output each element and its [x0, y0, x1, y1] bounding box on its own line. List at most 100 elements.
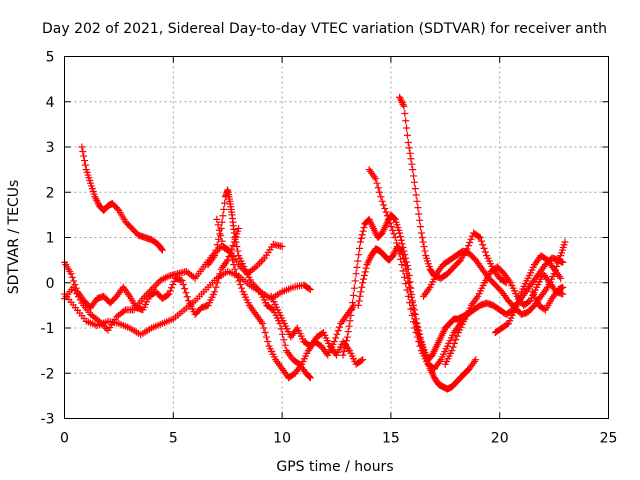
data-point [332, 334, 340, 342]
data-point [345, 322, 353, 330]
data-point [383, 212, 391, 220]
data-point [78, 143, 86, 151]
data-point [512, 302, 520, 310]
data-point [381, 205, 389, 213]
data-point [407, 305, 415, 313]
data-point [405, 279, 413, 287]
data-point [387, 223, 395, 231]
data-point [342, 340, 350, 348]
data-point [398, 240, 406, 248]
x-axis-label: GPS time / hours [276, 459, 393, 475]
data-point [79, 148, 87, 156]
data-point [402, 280, 410, 288]
series-arc-1 [78, 143, 166, 254]
data-point [357, 288, 365, 296]
data-point [413, 333, 421, 341]
data-point [343, 333, 351, 341]
data-point [355, 297, 363, 305]
data-point [467, 235, 475, 243]
data-point [402, 117, 410, 125]
data-point [226, 247, 234, 255]
data-point [561, 238, 569, 246]
data-point [179, 281, 187, 289]
data-point [398, 261, 406, 269]
data-point [217, 232, 225, 240]
data-point [378, 197, 386, 205]
x-tick-label: 0 [60, 431, 69, 447]
data-point [166, 287, 174, 295]
y-tick-label: 3 [46, 140, 55, 156]
data-point [415, 338, 423, 346]
data-points [61, 93, 569, 393]
data-point [359, 279, 367, 287]
data-point [410, 178, 418, 186]
data-point [410, 172, 418, 180]
data-point [211, 288, 219, 296]
data-point [178, 276, 186, 284]
data-point [339, 351, 347, 359]
data-point [168, 284, 176, 292]
data-point [401, 110, 409, 118]
data-point [390, 214, 398, 222]
data-point [351, 277, 359, 285]
data-point [183, 293, 191, 301]
data-point [260, 324, 268, 332]
data-point [404, 138, 412, 146]
data-point [221, 199, 229, 207]
data-point [557, 274, 565, 282]
data-point [346, 317, 354, 325]
data-point [215, 226, 223, 234]
data-point [416, 216, 424, 224]
data-point [403, 124, 411, 132]
data-point [264, 338, 272, 346]
data-point [281, 341, 289, 349]
data-point [408, 160, 416, 168]
y-tick-label: -2 [41, 366, 55, 382]
data-point [393, 239, 401, 247]
data-point [359, 227, 367, 235]
data-point [401, 262, 409, 270]
data-point [349, 299, 357, 307]
data-point [409, 166, 417, 174]
data-point [220, 205, 228, 213]
data-point [219, 212, 227, 220]
data-point [261, 329, 269, 337]
data-point [343, 337, 351, 345]
data-point [408, 311, 416, 319]
data-point [340, 348, 348, 356]
data-point [410, 318, 418, 326]
y-axis-label: SDTVAR / TECUs [6, 180, 22, 295]
data-point [411, 324, 419, 332]
data-point [233, 243, 241, 251]
data-point [514, 299, 522, 307]
data-point [396, 229, 404, 237]
data-point [464, 242, 472, 250]
x-tick-label: 15 [382, 431, 400, 447]
data-point [280, 336, 288, 344]
data-point [228, 256, 236, 264]
data-point [354, 257, 362, 265]
data-point [481, 248, 489, 256]
data-point [230, 261, 238, 269]
data-point [165, 290, 173, 298]
series-arc-10 [365, 166, 567, 373]
data-point [449, 343, 457, 351]
data-point [361, 268, 369, 276]
data-point [356, 238, 364, 246]
data-point [391, 234, 399, 241]
data-point [306, 373, 314, 381]
plot-frame [64, 56, 609, 419]
data-point [158, 246, 166, 254]
data-point [278, 243, 286, 251]
data-point [232, 270, 240, 278]
y-tick-label: 5 [46, 50, 55, 66]
data-point [182, 289, 190, 297]
data-point [169, 281, 177, 289]
x-tick-label: 25 [600, 431, 618, 447]
data-point [515, 295, 523, 303]
data-point [354, 301, 362, 309]
data-point [234, 247, 242, 255]
data-point [262, 333, 270, 341]
data-point [238, 284, 246, 292]
